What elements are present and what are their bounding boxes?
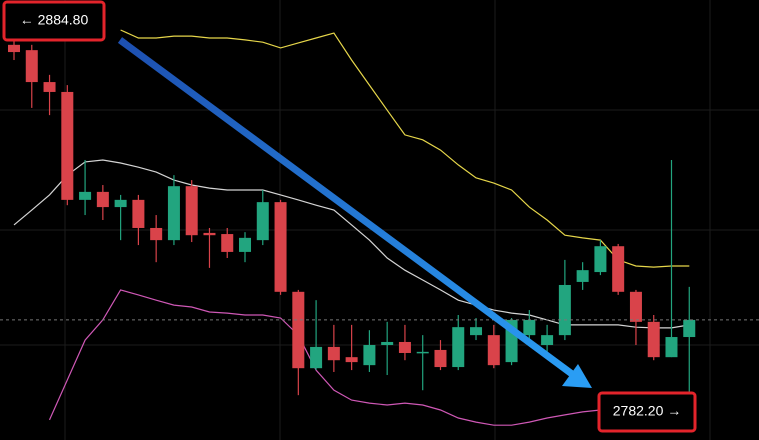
arrow-head <box>562 364 592 388</box>
annotation-top: ← 2884.80 <box>2 0 106 42</box>
annotation-bottom: 2782.20 → <box>597 391 697 433</box>
candle-body <box>363 345 376 366</box>
candle-body <box>541 335 554 346</box>
candle-body <box>43 82 56 92</box>
candle-body <box>327 346 340 361</box>
candle-body <box>185 186 198 236</box>
candle-body <box>594 246 607 273</box>
candle-body <box>558 284 571 336</box>
candle-body <box>292 291 305 369</box>
candle-body <box>523 319 536 336</box>
candle-body <box>434 349 447 368</box>
candle-body <box>310 346 323 369</box>
candle-body <box>576 270 589 282</box>
annotation-label: ← 2884.80 <box>20 12 89 28</box>
annotation-box <box>2 0 106 42</box>
candle-body <box>167 186 180 241</box>
candle-body <box>683 319 696 338</box>
candle-body <box>114 199 127 208</box>
bands <box>13 29 690 426</box>
candle-body <box>470 327 483 336</box>
band-line <box>48 289 637 426</box>
candle-body <box>61 91 74 200</box>
arrow-shaft <box>117 37 575 377</box>
annotation-label: 2782.20 → <box>613 403 682 419</box>
candle-body <box>452 327 465 368</box>
candle-body <box>239 237 252 252</box>
candle-body <box>398 341 411 353</box>
candle-body <box>221 234 234 252</box>
candle-body <box>25 50 38 83</box>
candle-body <box>96 191 109 208</box>
band-line <box>13 159 690 329</box>
candle-body <box>665 337 678 358</box>
annotation-box <box>597 391 697 433</box>
candle-body <box>256 202 269 241</box>
candle-body <box>629 291 642 322</box>
candle-body <box>79 191 92 200</box>
candle-body <box>150 227 163 241</box>
candle-body <box>203 232 216 236</box>
candles <box>0 20 759 410</box>
band-line <box>120 29 690 268</box>
candle-body <box>274 202 287 292</box>
candle-body <box>8 44 20 53</box>
candle-body <box>132 199 145 228</box>
candle-body <box>612 246 625 292</box>
candle-body <box>416 351 429 354</box>
candle-body <box>647 321 660 358</box>
candle-body <box>345 357 358 363</box>
candle-body <box>487 335 500 366</box>
candle-body <box>381 341 394 346</box>
trend-arrow <box>117 37 592 388</box>
